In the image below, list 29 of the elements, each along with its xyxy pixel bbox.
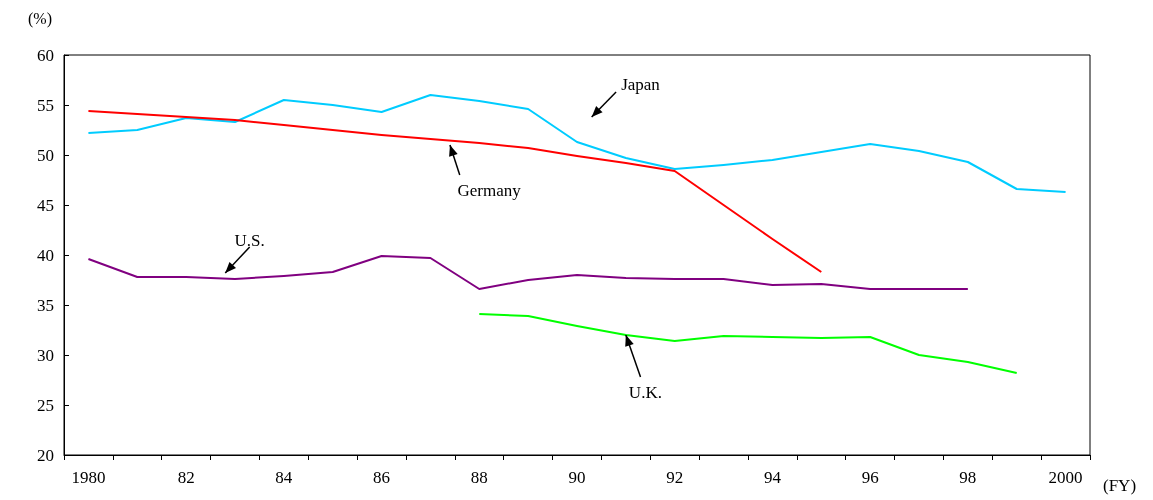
y-tick-label: 25 (37, 395, 54, 415)
x-tick-label: 92 (666, 468, 684, 487)
y-tick-label: 50 (37, 145, 54, 165)
x-tick-label: 88 (470, 468, 488, 487)
x-axis-title: (FY) (1103, 475, 1137, 495)
y-tick-label: 35 (37, 295, 54, 315)
y-tick-label: 40 (37, 245, 54, 265)
text: U.K. (628, 382, 662, 402)
x-tick-label: 98 (959, 468, 977, 487)
series-label: U.S. (234, 230, 265, 250)
line-series (87, 110, 823, 273)
x-tick-label: 82 (177, 468, 195, 487)
y-tick-label: 30 (37, 345, 54, 365)
x-tick-label: 1980 (71, 468, 106, 487)
y-tick-label: 20 (37, 445, 54, 465)
x-tick-label: 84 (275, 468, 293, 487)
y-tick-label: 55 (37, 95, 54, 115)
x-tick-label: 94 (763, 468, 782, 487)
y-tick-label: 60 (37, 45, 54, 65)
y-tick-label: 45 (37, 195, 54, 215)
line-series (87, 255, 969, 290)
x-tick-label: 86 (373, 468, 391, 487)
x-tick-label: 2000 (1048, 468, 1083, 487)
text: Japan (621, 74, 661, 94)
x-tick-label: 96 (861, 468, 879, 487)
y-axis-title: (%) (28, 9, 52, 28)
line-series (478, 313, 1018, 374)
series-label: Germany (457, 180, 522, 200)
x-tick-label: 90 (568, 468, 586, 487)
